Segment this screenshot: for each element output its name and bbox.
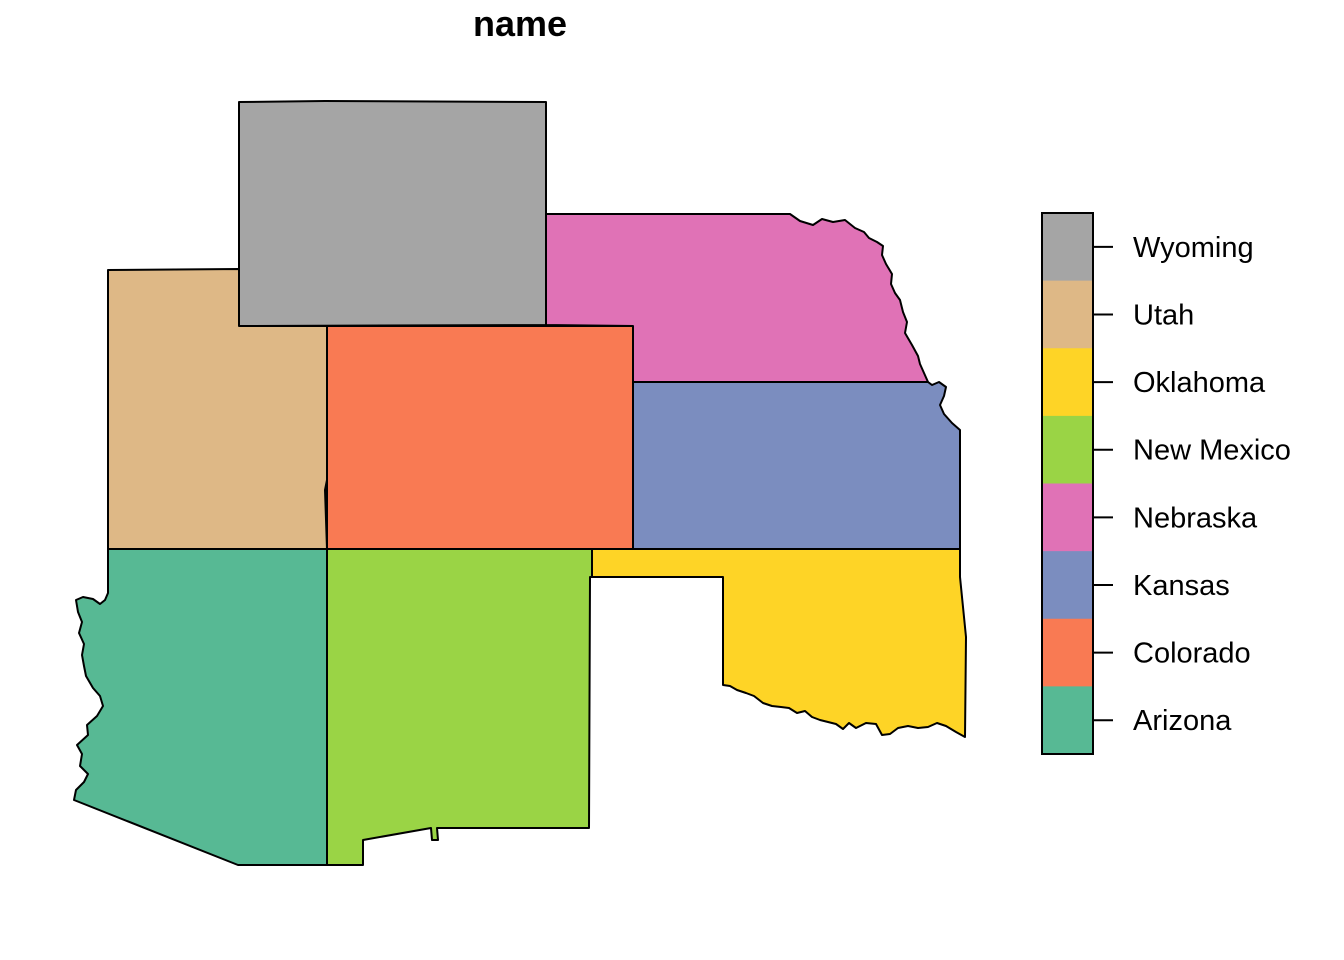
states-layer (73, 100, 967, 866)
state-colorado (326, 325, 634, 550)
legend-swatch (1042, 686, 1093, 755)
legend-label: Colorado (1133, 638, 1251, 670)
legend-swatch (1042, 213, 1093, 282)
legend-ticks (1093, 245, 1113, 722)
state-oklahoma (591, 548, 967, 738)
legend-swatches (1042, 213, 1093, 755)
legend-swatch (1042, 618, 1093, 687)
legend-label: Kansas (1133, 570, 1230, 602)
state-new-mexico (326, 548, 593, 866)
legend-swatch (1042, 280, 1093, 349)
map-title: name (473, 3, 567, 44)
legend-colorbar-outline (1041, 212, 1094, 755)
legend-swatch (1042, 415, 1093, 484)
legend-label: Wyoming (1133, 232, 1254, 264)
legend-label: Oklahoma (1133, 367, 1266, 399)
legend-swatch (1042, 483, 1093, 552)
legend-label: Utah (1133, 299, 1194, 331)
legend-label: Arizona (1133, 705, 1232, 737)
state-arizona (73, 548, 328, 866)
state-kansas (632, 381, 961, 550)
legend-swatch (1042, 348, 1093, 417)
legend-labels: Wyoming Utah Oklahoma New Mexico Nebraska Kan… (1133, 232, 1291, 737)
state-wyoming (238, 100, 547, 327)
state-nebraska (545, 213, 929, 383)
legend: Wyoming Utah Oklahoma New Mexico Nebraska Kan… (1041, 212, 1291, 755)
legend-swatch (1042, 551, 1093, 620)
legend-label: Nebraska (1133, 502, 1258, 534)
legend-label: New Mexico (1133, 435, 1291, 467)
